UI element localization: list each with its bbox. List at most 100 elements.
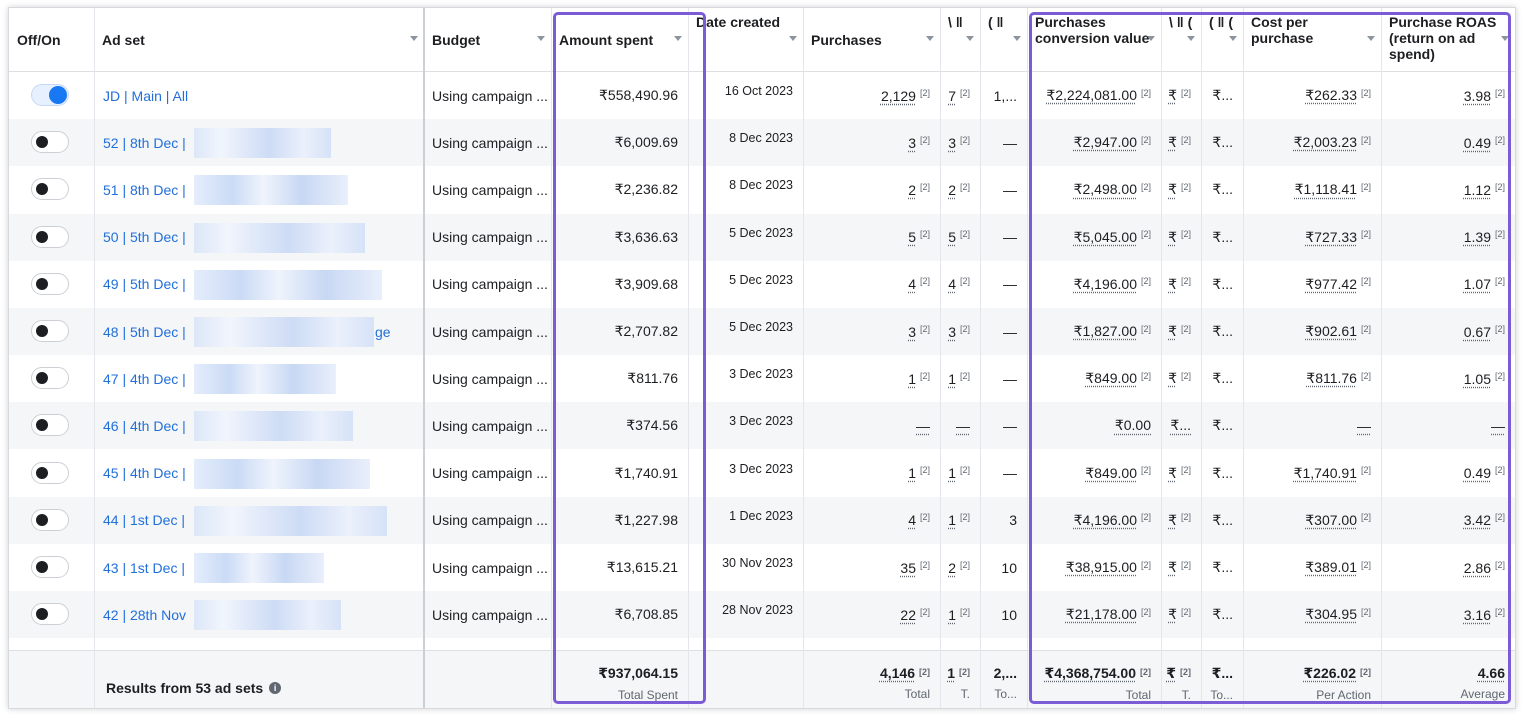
roas-cell-value[interactable]: 3.16 <box>1463 606 1491 623</box>
header-pcv[interactable]: Purchases conversion value <box>1027 8 1161 71</box>
header-ad-set[interactable]: Ad set <box>94 8 424 71</box>
cost-per-purchase-cell-value[interactable]: ₹902.61 <box>1305 323 1357 339</box>
ad-set-name-link[interactable]: 46 | 4th Dec | <box>103 417 186 434</box>
roas-cell-value[interactable]: 0.49 <box>1463 465 1491 482</box>
col-a-cell-value[interactable]: 1 <box>948 465 956 482</box>
roas-cell-value[interactable]: 1.05 <box>1463 370 1491 387</box>
ad-set-toggle[interactable] <box>31 508 69 531</box>
col-a-cell-value[interactable]: — <box>956 417 970 434</box>
ad-set-name-link[interactable]: 50 | 5th Dec | <box>103 229 186 246</box>
ad-set-toggle[interactable] <box>31 272 69 295</box>
col-c-cell-value[interactable]: ₹ <box>1168 559 1177 575</box>
roas-cell-value[interactable]: 0.67 <box>1463 323 1491 340</box>
purchases-cell-value[interactable]: 22 <box>900 606 916 623</box>
col-a-cell-value[interactable]: 7 <box>948 87 956 104</box>
header-col-c[interactable]: \ ‖ ( <box>1161 8 1201 71</box>
cost-per-purchase-cell-value[interactable]: ₹389.01 <box>1305 559 1357 575</box>
roas-cell-value[interactable]: — <box>1491 417 1505 434</box>
header-budget[interactable]: Budget <box>424 8 551 71</box>
conversion-value-cell-value[interactable]: ₹4,196.00 <box>1073 511 1137 528</box>
purchases-cell-value[interactable]: 35 <box>900 559 916 576</box>
sort-chevron-icon[interactable] <box>410 36 418 41</box>
purchases-cell-value[interactable]: — <box>916 417 930 434</box>
roas-cell-value[interactable]: 1.07 <box>1463 276 1491 293</box>
purchases-cell-value[interactable]: 4 <box>908 512 916 529</box>
ad-set-name-link[interactable]: JD | Main | All <box>103 87 189 104</box>
purchases-cell-value[interactable]: 3 <box>908 323 916 340</box>
header-roas[interactable]: Purchase ROAS (return on ad spend) <box>1381 8 1515 71</box>
ad-set-name-link[interactable]: 45 | 4th Dec | <box>103 465 186 482</box>
conversion-value-cell-value[interactable]: ₹2,224,081.00 <box>1046 87 1137 103</box>
sort-chevron-icon[interactable] <box>1367 36 1375 41</box>
ad-set-name-link[interactable]: 42 | 28th Nov <box>103 606 187 623</box>
conversion-value-cell-value[interactable]: ₹21,178.00 <box>1065 606 1137 623</box>
col-c-cell-value[interactable]: ₹ <box>1168 181 1177 198</box>
ad-set-toggle[interactable] <box>31 367 69 390</box>
cost-per-purchase-cell-value[interactable]: ₹307.00 <box>1305 511 1357 528</box>
sort-chevron-icon[interactable] <box>926 36 934 41</box>
cost-per-purchase-cell-value[interactable]: ₹811.76 <box>1306 370 1357 387</box>
cost-per-purchase-cell-value[interactable]: ₹1,118.41 <box>1294 181 1357 198</box>
conversion-value-cell-value[interactable]: ₹849.00 <box>1085 464 1137 481</box>
sort-chevron-icon[interactable] <box>966 36 974 41</box>
cost-per-purchase-cell-value[interactable]: — <box>1357 417 1371 434</box>
col-c-cell-value[interactable]: ₹ <box>1168 606 1177 623</box>
roas-cell-value[interactable]: 0.49 <box>1463 134 1491 151</box>
cost-per-purchase-cell-value[interactable]: ₹727.33 <box>1305 228 1357 245</box>
sort-chevron-icon[interactable] <box>674 36 682 41</box>
ad-set-toggle[interactable] <box>31 131 69 154</box>
sort-chevron-icon[interactable] <box>1013 36 1021 41</box>
ad-set-toggle[interactable] <box>31 556 69 578</box>
col-c-cell-value[interactable]: ₹ <box>1168 275 1177 292</box>
col-a-cell-value[interactable]: 3 <box>948 134 956 151</box>
header-cpp[interactable]: Cost per purchase <box>1243 8 1381 71</box>
ad-set-toggle[interactable] <box>31 225 69 248</box>
col-a-cell-value[interactable]: 3 <box>948 323 956 340</box>
cost-per-purchase-cell-value[interactable]: ₹2,003.23 <box>1293 134 1357 151</box>
col-c-cell-value[interactable]: ₹ <box>1168 511 1177 528</box>
col-c-cell-value[interactable]: ₹ <box>1168 134 1177 151</box>
ad-set-name-link[interactable]: 48 | 5th Dec | <box>103 323 186 340</box>
sort-chevron-icon[interactable] <box>1501 36 1509 41</box>
roas-cell-value[interactable]: 1.39 <box>1463 229 1491 246</box>
col-c-cell-value[interactable]: ₹ <box>1168 323 1177 339</box>
cost-per-purchase-cell-value[interactable]: ₹262.33 <box>1305 87 1357 103</box>
sort-chevron-icon[interactable] <box>789 36 797 41</box>
sort-chevron-icon[interactable] <box>537 36 545 41</box>
ad-set-name-link[interactable]: 47 | 4th Dec | <box>103 370 186 387</box>
purchases-cell-value[interactable]: 4 <box>908 276 916 293</box>
sort-chevron-icon[interactable] <box>1229 36 1237 41</box>
ad-set-name-link[interactable]: 44 | 1st Dec | <box>103 512 185 529</box>
col-a-cell-value[interactable]: 4 <box>948 276 956 293</box>
header-col-a[interactable]: \ ‖ <box>940 8 980 71</box>
header-date-created[interactable]: Date created <box>688 8 803 71</box>
header-col-b[interactable]: ( ‖ <box>980 8 1027 71</box>
conversion-value-cell-value[interactable]: ₹849.00 <box>1085 370 1137 387</box>
col-a-cell-value[interactable]: 2 <box>948 559 956 576</box>
col-a-cell-value[interactable]: 1 <box>948 370 956 387</box>
col-a-cell-value[interactable]: 1 <box>948 512 956 529</box>
conversion-value-cell-value[interactable]: ₹5,045.00 <box>1073 228 1137 245</box>
header-col-d[interactable]: ( ‖ ( <box>1201 8 1243 71</box>
ad-set-name-link[interactable]: 43 | 1st Dec | <box>103 559 185 576</box>
header-purchases[interactable]: Purchases <box>803 8 940 71</box>
roas-cell-value[interactable]: 2.86 <box>1463 559 1491 576</box>
ad-set-toggle[interactable] <box>31 461 69 484</box>
col-c-cell-value[interactable]: ₹ <box>1168 464 1177 481</box>
ad-set-toggle[interactable] <box>31 603 69 626</box>
header-toggle[interactable]: Off/On <box>9 8 94 71</box>
info-icon[interactable]: i <box>269 681 282 694</box>
ad-set-name-suffix[interactable]: ge <box>375 323 391 340</box>
conversion-value-cell-value[interactable]: ₹4,196.00 <box>1073 275 1137 292</box>
col-a-cell-value[interactable]: 1 <box>948 606 956 623</box>
roas-cell-value[interactable]: 3.42 <box>1463 512 1491 529</box>
ad-set-name-link[interactable]: 52 | 8th Dec | <box>103 134 186 151</box>
conversion-value-cell-value[interactable]: ₹1,827.00 <box>1073 323 1137 339</box>
conversion-value-cell-value[interactable]: ₹2,947.00 <box>1073 134 1137 151</box>
sort-chevron-icon[interactable] <box>1147 36 1155 41</box>
conversion-value-cell-value[interactable]: ₹2,498.00 <box>1073 181 1137 198</box>
cost-per-purchase-cell-value[interactable]: ₹1,740.91 <box>1293 464 1357 481</box>
ad-set-name-link[interactable]: 49 | 5th Dec | <box>103 276 186 293</box>
ad-set-name-link[interactable]: 51 | 8th Dec | <box>103 181 186 198</box>
sort-chevron-icon[interactable] <box>1187 36 1195 41</box>
